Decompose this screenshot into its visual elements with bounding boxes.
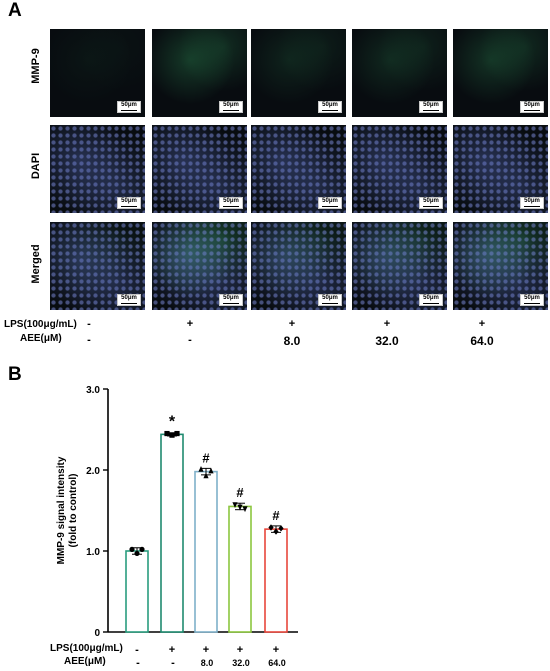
data-point — [268, 524, 274, 531]
significance-label: # — [272, 508, 280, 523]
scale-bar: 50μm — [520, 294, 544, 306]
lps-value-2: + — [186, 318, 194, 330]
scale-bar: 50μm — [219, 197, 243, 209]
y-axis-label-line: (fold to control) — [68, 474, 79, 548]
aee-condition-label: AEE(μM) — [20, 333, 62, 344]
panel-b-letter: B — [8, 364, 22, 385]
bar — [264, 528, 288, 633]
data-point — [242, 506, 248, 513]
scale-bar: 50μm — [117, 101, 141, 113]
significance-label: # — [236, 485, 244, 500]
micrograph-dapi-5: 50μm — [453, 125, 548, 213]
y-tick-label: 2.0 — [86, 466, 100, 477]
data-point — [237, 504, 243, 511]
scale-bar: 50μm — [419, 294, 443, 306]
bar — [228, 505, 252, 633]
bar — [160, 433, 184, 633]
data-point — [169, 432, 175, 438]
scale-bar: 50μm — [318, 294, 342, 306]
scale-bar: 50μm — [117, 197, 141, 209]
row-label-dapi: DAPI — [30, 152, 42, 180]
data-point — [139, 546, 145, 552]
micrograph-dapi-3: 50μm — [251, 125, 346, 213]
x-aee-label: 64.0 — [268, 658, 286, 668]
micrograph-mmp-9-2: 50μm — [152, 29, 247, 117]
row-label-mmp9: MMP-9 — [30, 48, 42, 84]
scale-bar: 50μm — [419, 101, 443, 113]
x-lps-label: + — [237, 644, 243, 656]
y-axis-label-line: MMP-9 signal intensity — [56, 456, 67, 564]
lps-value-3: + — [288, 318, 296, 330]
y-tick-label: 0 — [94, 628, 100, 639]
aee-value-4: 32.0 — [375, 334, 399, 348]
data-point — [198, 465, 204, 472]
chart-bars — [125, 432, 288, 633]
micrograph-merged-5: 50μm — [453, 222, 548, 310]
scale-bar: 50μm — [520, 197, 544, 209]
x-aee-label: - — [136, 657, 140, 669]
scale-bar: 50μm — [318, 101, 342, 113]
data-point — [174, 430, 180, 437]
chart-aee-label: AEE(μM) — [64, 656, 106, 667]
scale-bar: 50μm — [117, 294, 141, 306]
scale-bar: 50μm — [219, 101, 243, 113]
micrograph-merged-4: 50μm — [352, 222, 447, 310]
aee-value-2: - — [188, 334, 192, 346]
scale-bar: 50μm — [219, 294, 243, 306]
micrograph-merged-1: 50μm — [50, 222, 145, 310]
panel-a-letter: A — [8, 0, 22, 21]
scale-bar: 50μm — [520, 101, 544, 113]
data-point — [164, 430, 170, 437]
bar-chart: 0 1.0 2.0 3.0 MMP-9 signal intensity(fold to… — [56, 385, 298, 669]
chart-labels: --*+-#+8.0#+32.0#+64.0 — [135, 414, 286, 669]
chart-lps-label: LPS(100μg/mL) — [50, 643, 123, 654]
x-aee-label: 32.0 — [232, 658, 250, 668]
row-label-merged: Merged — [30, 244, 42, 284]
y-axis-label: MMP-9 signal intensity(fold to control) — [56, 456, 79, 564]
scale-bar: 50μm — [419, 197, 443, 209]
micrograph-mmp-9-3: 50μm — [251, 29, 346, 117]
micrograph-mmp-9-1: 50μm — [50, 29, 145, 117]
lps-value-1: - — [87, 318, 91, 330]
y-tick-label: 3.0 — [86, 385, 100, 396]
aee-value-3: 8.0 — [283, 334, 301, 348]
aee-value-5: 64.0 — [470, 334, 494, 348]
micrograph-merged-2: 50μm — [152, 222, 247, 310]
micrograph-dapi-4: 50μm — [352, 125, 447, 213]
lps-condition-label: LPS(100μg/mL) — [4, 319, 77, 330]
x-aee-label: 8.0 — [201, 658, 214, 668]
x-lps-label: + — [203, 644, 209, 656]
data-point — [203, 472, 209, 479]
x-lps-label: + — [273, 644, 279, 656]
micrograph-mmp-9-5: 50μm — [453, 29, 548, 117]
y-tick-label: 1.0 — [86, 547, 100, 558]
lps-value-5: + — [478, 318, 486, 330]
data-point — [232, 502, 238, 509]
micrograph-dapi-1: 50μm — [50, 125, 145, 213]
lps-value-4: + — [383, 318, 391, 330]
aee-value-1: - — [87, 334, 91, 346]
x-lps-label: - — [135, 644, 139, 656]
micrograph-mmp-9-4: 50μm — [352, 29, 447, 117]
significance-label: * — [169, 414, 176, 431]
data-point — [129, 546, 135, 552]
x-aee-label: - — [171, 657, 175, 669]
bar — [125, 550, 149, 633]
bar — [194, 470, 218, 633]
data-point — [134, 550, 140, 557]
micrograph-dapi-2: 50μm — [152, 125, 247, 213]
scale-bar: 50μm — [318, 197, 342, 209]
data-point — [208, 467, 214, 474]
micrograph-merged-3: 50μm — [251, 222, 346, 310]
x-lps-label: + — [169, 644, 175, 656]
significance-label: # — [202, 450, 210, 465]
